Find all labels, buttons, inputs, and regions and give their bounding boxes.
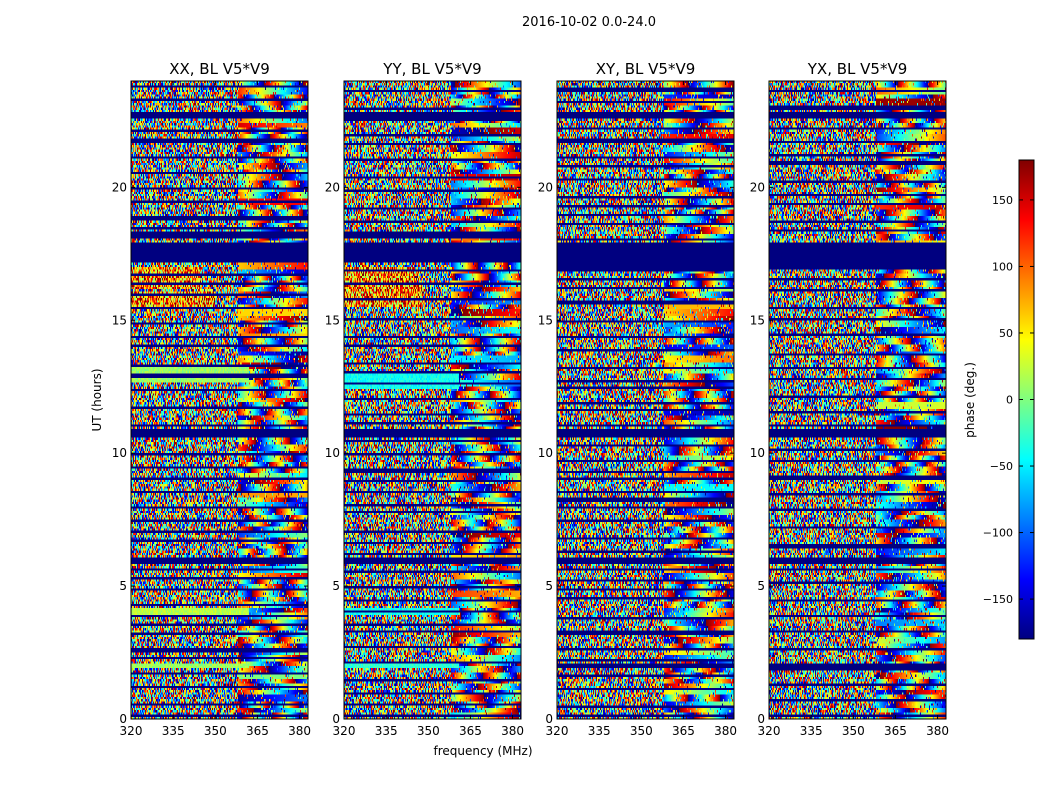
y-tick-label: 0	[332, 712, 340, 726]
y-tick-label: 15	[750, 313, 765, 327]
y-tick-label: 10	[325, 446, 340, 460]
panel-title: XX, BL V5*V9	[169, 60, 270, 78]
y-tick-label: 20	[325, 180, 340, 194]
phase-heatmap	[344, 81, 521, 719]
y-tick-label: 20	[112, 180, 127, 194]
x-tick-label: 380	[926, 724, 949, 738]
x-tick-label: 380	[714, 724, 737, 738]
y-axis-label: UT (hours)	[90, 368, 104, 431]
colorbar-tick-label: 150	[992, 194, 1013, 207]
y-tick-label: 0	[757, 712, 765, 726]
colorbar-tick-label: −100	[983, 527, 1013, 540]
figure-title: 2016-10-02 0.0-24.0	[522, 15, 656, 30]
x-tick-label: 335	[375, 724, 398, 738]
x-tick-label: 320	[333, 724, 356, 738]
y-tick-label: 10	[750, 446, 765, 460]
x-tick-label: 350	[842, 724, 865, 738]
x-tick-label: 320	[758, 724, 781, 738]
x-tick-label: 320	[120, 724, 143, 738]
x-tick-label: 365	[246, 724, 269, 738]
x-tick-label: 335	[162, 724, 185, 738]
x-tick-label: 365	[672, 724, 695, 738]
x-tick-label: 335	[588, 724, 611, 738]
panel-title: XY, BL V5*V9	[596, 60, 696, 78]
panel-1: XX, BL V5*V9 320 335 350 365 380 0 5 10 15 20	[112, 60, 311, 738]
x-tick-label: 380	[288, 724, 311, 738]
phase-heatmap	[769, 81, 946, 719]
colorbar-tick-label: 100	[992, 260, 1013, 273]
y-tick-label: 15	[325, 313, 340, 327]
panel-3: XY, BL V5*V9 320 335 350 365 380 0 5 10 15 20	[538, 60, 737, 738]
x-tick-label: 320	[546, 724, 569, 738]
y-tick-label: 10	[538, 446, 553, 460]
colorbar-tick-label: 50	[999, 327, 1013, 340]
x-tick-label: 350	[630, 724, 653, 738]
x-tick-label: 365	[459, 724, 482, 738]
y-tick-label: 5	[757, 579, 765, 593]
panel-frame	[130, 80, 309, 720]
colorbar: 150 100 50 0 −50 −100 −150	[983, 159, 1035, 640]
colorbar-tick-label: 0	[1006, 394, 1013, 407]
y-tick-label: 20	[750, 180, 765, 194]
y-tick-label: 5	[332, 579, 340, 593]
y-tick-label: 5	[545, 579, 553, 593]
panel-frame	[343, 80, 522, 720]
colorbar-scale	[1019, 160, 1034, 639]
panel-frame	[556, 80, 735, 720]
x-axis-label: frequency (MHz)	[433, 744, 532, 758]
y-tick-label: 20	[538, 180, 553, 194]
y-tick-label: 10	[112, 446, 127, 460]
y-tick-label: 0	[119, 712, 127, 726]
x-tick-label: 365	[884, 724, 907, 738]
x-tick-label: 335	[800, 724, 823, 738]
y-tick-label: 0	[545, 712, 553, 726]
panel-frame	[768, 80, 947, 720]
colorbar-label: phase (deg.)	[963, 362, 977, 438]
x-tick-label: 380	[501, 724, 524, 738]
x-tick-label: 350	[417, 724, 440, 738]
panel-title: YY, BL V5*V9	[382, 60, 481, 78]
panel-2: YY, BL V5*V9 320 335 350 365 380 0 5 10 15 20	[325, 60, 524, 738]
phase-heatmap	[131, 81, 308, 719]
x-tick-label: 350	[204, 724, 227, 738]
y-tick-label: 15	[538, 313, 553, 327]
y-tick-label: 15	[112, 313, 127, 327]
colorbar-tick-label: −50	[990, 460, 1013, 473]
colorbar-tick-label: −150	[983, 593, 1013, 606]
phase-heatmap	[557, 81, 734, 719]
panel-4: YX, BL V5*V9 320 335 350 365 380 0 5 10 15 20	[750, 60, 949, 738]
panel-title: YX, BL V5*V9	[807, 60, 908, 78]
y-tick-label: 5	[119, 579, 127, 593]
